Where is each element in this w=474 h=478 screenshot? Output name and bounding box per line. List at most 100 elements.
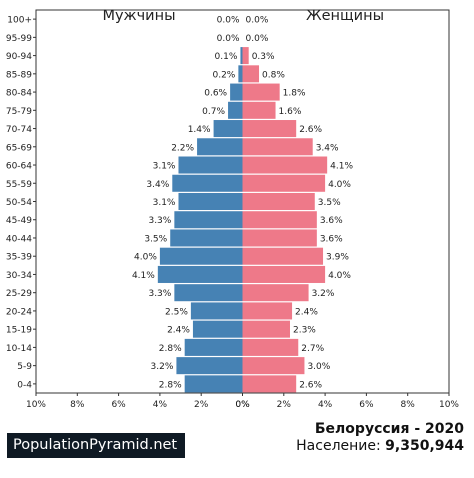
bar-women-80-84: [242, 83, 280, 101]
bar-men-55-59: [172, 174, 243, 192]
x-tick-label-2: 6%: [111, 400, 126, 410]
bar-women-20-24: [242, 302, 293, 320]
data-label-women-60-64: 4.1%: [330, 162, 353, 172]
data-label-men-90-94: 0.1%: [215, 52, 238, 62]
bar-men-30-34: [157, 265, 243, 283]
category-label-35-39: 35-39: [6, 253, 32, 263]
data-label-men-50-54: 3.1%: [153, 198, 176, 208]
data-label-men-60-64: 3.1%: [153, 162, 176, 172]
x-tick-label-9: 6%: [359, 400, 374, 410]
category-label-85-89: 85-89: [6, 70, 32, 80]
data-label-men-55-59: 3.4%: [146, 180, 169, 190]
bar-men-80-84: [230, 83, 243, 101]
data-label-women-85-89: 0.8%: [262, 70, 285, 80]
bar-women-45-49: [242, 211, 317, 229]
bar-men-90-94: [240, 47, 243, 65]
bar-women-0-4: [242, 375, 297, 393]
data-label-men-5-9: 3.2%: [151, 362, 174, 372]
x-tick-label-8: 4%: [318, 400, 333, 410]
bar-women-15-19: [242, 320, 290, 338]
data-label-men-100+: 0.0%: [217, 16, 240, 26]
bar-women-50-54: [242, 192, 315, 211]
bar-women-85-89: [242, 65, 260, 83]
bar-men-0-4: [184, 375, 243, 393]
category-label-70-74: 70-74: [6, 125, 32, 135]
category-label-45-49: 45-49: [6, 216, 32, 226]
data-label-men-20-24: 2.5%: [165, 307, 188, 317]
population-value: 9,350,944: [385, 438, 464, 454]
data-label-women-80-84: 1.8%: [283, 89, 306, 99]
data-label-men-80-84: 0.6%: [204, 89, 227, 99]
bar-men-70-74: [213, 120, 243, 138]
data-label-women-90-94: 0.3%: [252, 52, 275, 62]
data-label-women-75-79: 1.6%: [279, 107, 302, 117]
bar-women-40-44: [242, 229, 317, 247]
data-label-women-5-9: 3.0%: [307, 362, 330, 372]
data-label-women-55-59: 4.0%: [328, 180, 351, 190]
bar-women-35-39: [242, 247, 324, 265]
category-label-15-19: 15-19: [6, 326, 32, 336]
bar-men-35-39: [159, 247, 243, 265]
bar-men-45-49: [174, 211, 243, 229]
category-label-0-4: 0-4: [17, 380, 32, 390]
x-tick-label-6: 0%: [235, 400, 250, 410]
bar-women-30-34: [242, 265, 326, 283]
data-label-women-15-19: 2.3%: [293, 326, 316, 336]
population-label: Население:: [296, 438, 381, 454]
category-label-95-99: 95-99: [6, 34, 32, 44]
data-label-men-40-44: 3.5%: [144, 234, 167, 244]
category-label-20-24: 20-24: [6, 307, 32, 317]
population-total: Население: 9,350,944: [296, 438, 464, 454]
bar-women-10-14: [242, 338, 299, 356]
bar-men-60-64: [178, 156, 243, 174]
x-tick-label-5: 0%: [235, 400, 250, 410]
category-label-60-64: 60-64: [6, 162, 32, 172]
data-label-women-95-99: 0.0%: [246, 34, 269, 44]
bar-men-10-14: [184, 338, 243, 356]
series-title-women: Женщины: [306, 8, 384, 24]
data-label-men-85-89: 0.2%: [212, 70, 235, 80]
bar-men-85-89: [238, 65, 243, 83]
data-label-women-20-24: 2.4%: [295, 307, 318, 317]
category-label-90-94: 90-94: [6, 52, 32, 62]
category-label-50-54: 50-54: [6, 198, 32, 208]
brand-logo[interactable]: PopulationPyramid.net: [7, 433, 186, 458]
data-label-women-70-74: 2.6%: [299, 125, 322, 135]
category-label-5-9: 5-9: [17, 362, 32, 372]
data-label-women-0-4: 2.6%: [299, 380, 322, 390]
category-label-30-34: 30-34: [6, 271, 32, 281]
x-tick-label-7: 2%: [277, 400, 292, 410]
bar-men-5-9: [176, 357, 243, 375]
category-label-55-59: 55-59: [6, 180, 32, 190]
data-label-women-40-44: 3.6%: [320, 234, 343, 244]
x-tick-label-10: 8%: [401, 400, 416, 410]
data-label-men-70-74: 1.4%: [188, 125, 211, 135]
bar-women-25-29: [242, 284, 309, 302]
data-label-men-25-29: 3.3%: [148, 289, 171, 299]
bar-men-25-29: [174, 284, 243, 302]
data-label-women-45-49: 3.6%: [320, 216, 343, 226]
bar-men-20-24: [190, 302, 243, 320]
bar-men-75-79: [228, 101, 243, 119]
bar-women-75-79: [242, 101, 276, 119]
category-label-100+: 100+: [7, 16, 32, 26]
bar-women-70-74: [242, 120, 297, 138]
data-label-women-100+: 0.0%: [246, 16, 269, 26]
x-tick-label-3: 4%: [153, 400, 168, 410]
data-label-women-35-39: 3.9%: [326, 253, 349, 263]
data-label-women-50-54: 3.5%: [318, 198, 341, 208]
bar-women-90-94: [242, 47, 249, 65]
data-label-men-75-79: 0.7%: [202, 107, 225, 117]
data-label-women-10-14: 2.7%: [301, 344, 324, 354]
x-tick-label-0: 10%: [26, 400, 46, 410]
data-label-women-30-34: 4.0%: [328, 271, 351, 281]
bar-women-5-9: [242, 357, 305, 375]
data-label-men-35-39: 4.0%: [134, 253, 157, 263]
bar-women-65-69: [242, 138, 313, 156]
x-tick-label-4: 2%: [194, 400, 209, 410]
data-label-men-65-69: 2.2%: [171, 143, 194, 153]
bar-men-50-54: [178, 192, 243, 211]
data-label-women-25-29: 3.2%: [312, 289, 335, 299]
category-label-65-69: 65-69: [6, 143, 32, 153]
